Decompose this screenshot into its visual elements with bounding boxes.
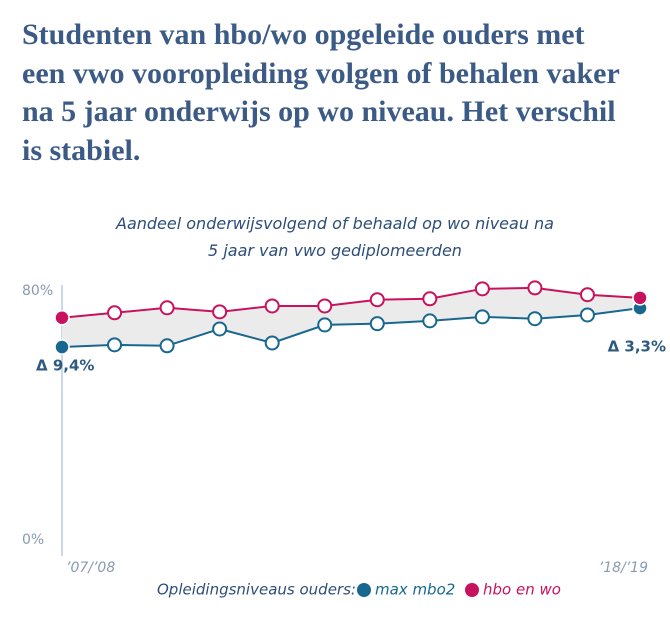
data-point — [317, 317, 333, 333]
data-point — [107, 305, 123, 321]
data-point — [527, 311, 543, 327]
data-point — [474, 309, 490, 325]
data-point — [54, 339, 70, 355]
data-point — [422, 313, 438, 329]
data-point — [422, 291, 438, 307]
data-point — [579, 287, 595, 303]
legend-swatch — [465, 583, 479, 597]
data-point — [107, 337, 123, 353]
data-point — [632, 290, 648, 306]
data-point — [369, 292, 385, 308]
data-point — [264, 298, 280, 314]
legend-title: Opleidingsniveaus ouders: — [157, 581, 356, 599]
series-line — [61, 286, 641, 319]
data-point — [474, 281, 490, 297]
subtitle: Aandeel onderwijsvolgend of behaald op w… — [116, 214, 554, 260]
x-tick-label: ’07/’08 — [66, 560, 115, 576]
data-point — [212, 304, 228, 320]
annotation: Δ 9,4% — [36, 357, 94, 375]
data-point — [579, 307, 595, 323]
legend-label: hbo en wo — [483, 581, 561, 599]
data-point — [264, 335, 280, 351]
legend-label: max mbo2 — [375, 581, 455, 599]
data-point — [159, 338, 175, 354]
y-tick-label: 0% — [22, 532, 44, 548]
data-point — [369, 316, 385, 332]
legend-swatch — [357, 583, 371, 597]
title: Studenten van hbo/wo opgeleide ouders me… — [22, 18, 620, 167]
annotation: Δ 3,3% — [608, 338, 666, 356]
y-tick-label: 80% — [22, 283, 53, 299]
data-point — [159, 300, 175, 316]
series-line — [61, 307, 641, 349]
data-point — [54, 310, 70, 326]
data-point — [212, 321, 228, 337]
data-point — [527, 280, 543, 296]
x-tick-label: ’18/’19 — [599, 560, 648, 576]
data-point — [317, 298, 333, 314]
